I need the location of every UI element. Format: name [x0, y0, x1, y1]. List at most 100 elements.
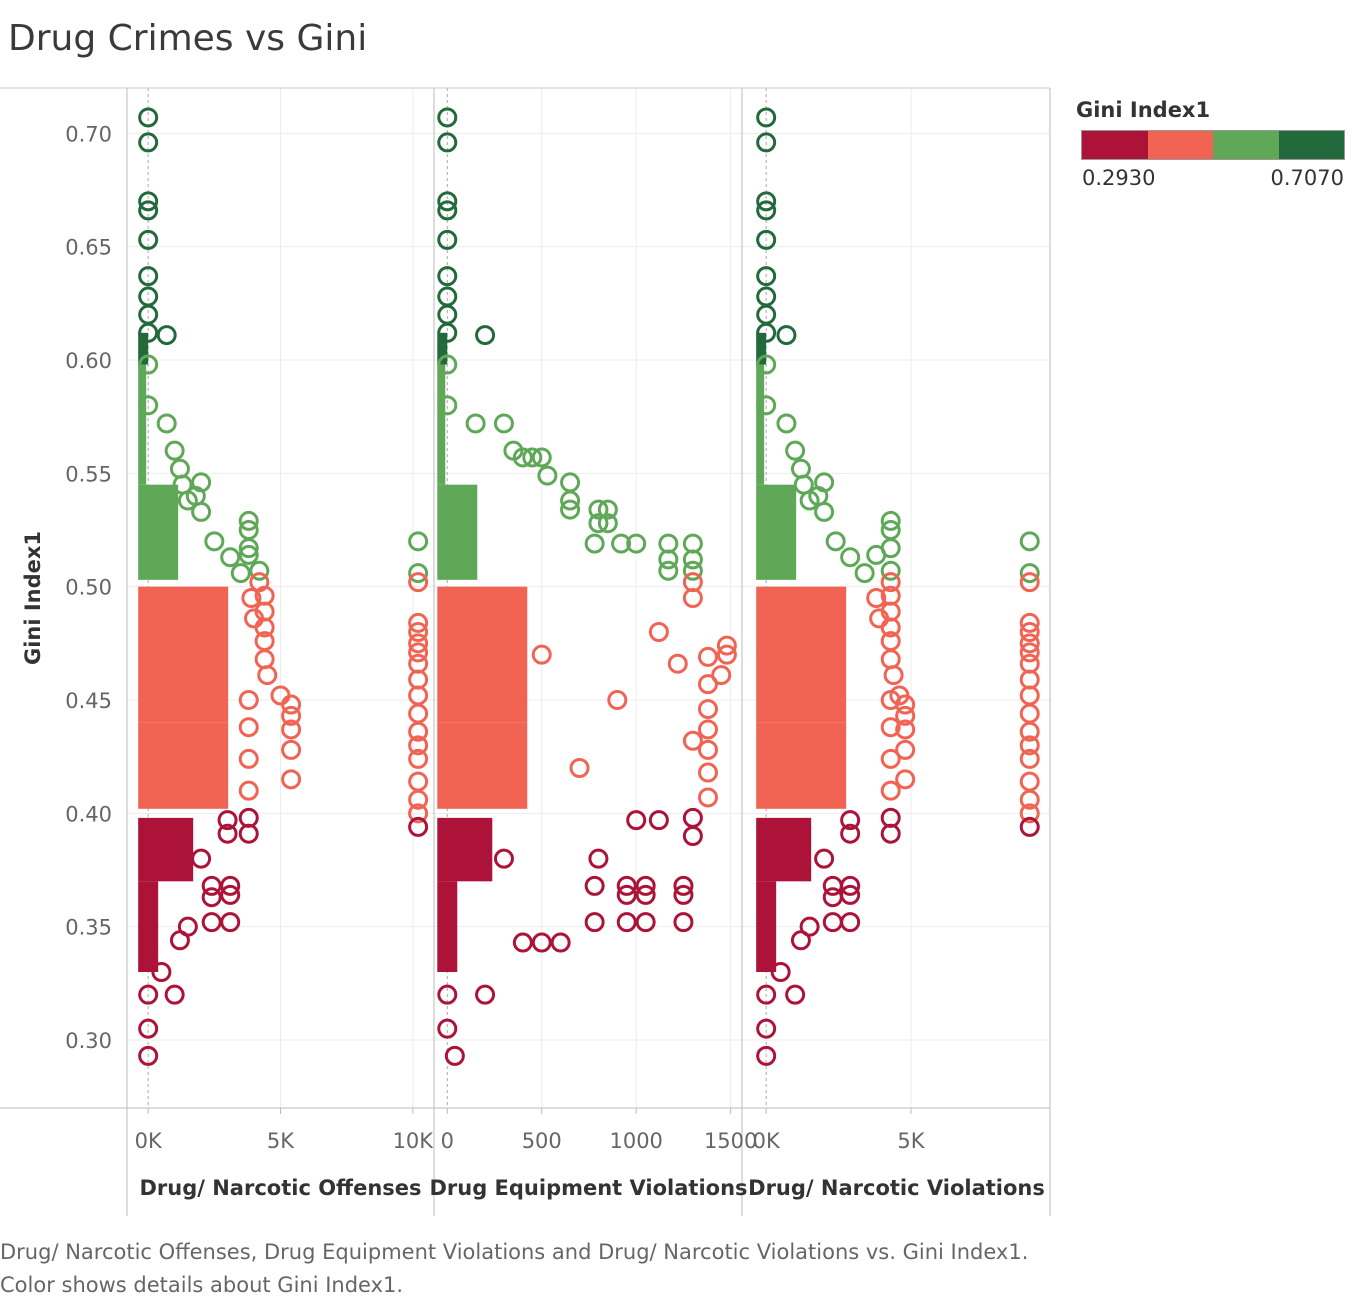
data-point[interactable]	[408, 563, 429, 584]
data-point[interactable]	[869, 608, 890, 629]
data-point[interactable]	[1019, 803, 1040, 824]
data-point[interactable]	[895, 719, 916, 740]
data-point[interactable]	[437, 322, 458, 343]
data-point[interactable]	[238, 510, 259, 531]
data-point[interactable]	[201, 875, 222, 896]
data-point[interactable]	[220, 875, 241, 896]
data-point[interactable]	[716, 635, 737, 656]
data-point[interactable]	[716, 644, 737, 665]
data-point[interactable]	[138, 984, 159, 1005]
data-point[interactable]	[281, 719, 302, 740]
data-point[interactable]	[238, 538, 259, 559]
data-point[interactable]	[437, 395, 458, 416]
data-point[interactable]	[1019, 531, 1040, 552]
data-point[interactable]	[756, 1018, 777, 1039]
data-point[interactable]	[408, 721, 429, 742]
data-point[interactable]	[682, 588, 703, 608]
data-point[interactable]	[531, 447, 552, 468]
data-point[interactable]	[138, 1018, 159, 1039]
data-point[interactable]	[537, 465, 558, 486]
data-point[interactable]	[658, 560, 679, 581]
data-point[interactable]	[866, 588, 887, 608]
data-point[interactable]	[1019, 735, 1040, 756]
data-point[interactable]	[840, 547, 861, 568]
data-point[interactable]	[756, 1045, 777, 1066]
data-point[interactable]	[281, 694, 302, 715]
data-point[interactable]	[790, 458, 811, 479]
data-point[interactable]	[880, 717, 901, 738]
data-point[interactable]	[550, 932, 571, 953]
data-point[interactable]	[673, 875, 694, 896]
data-point[interactable]	[1019, 789, 1040, 810]
data-point[interactable]	[244, 608, 265, 629]
data-point[interactable]	[437, 354, 458, 375]
data-point[interactable]	[475, 984, 496, 1005]
data-point[interactable]	[1019, 748, 1040, 769]
data-point[interactable]	[437, 266, 458, 287]
data-point[interactable]	[512, 932, 533, 953]
data-point[interactable]	[238, 544, 259, 565]
data-point[interactable]	[635, 875, 656, 896]
data-point[interactable]	[1019, 612, 1040, 633]
data-point[interactable]	[475, 325, 496, 346]
data-point[interactable]	[880, 649, 901, 670]
data-point[interactable]	[408, 789, 429, 810]
data-point[interactable]	[880, 510, 901, 531]
data-point[interactable]	[756, 229, 777, 250]
data-point[interactable]	[756, 266, 777, 287]
data-point[interactable]	[635, 884, 656, 905]
data-point[interactable]	[408, 703, 429, 724]
data-point[interactable]	[785, 984, 806, 1005]
data-point[interactable]	[177, 916, 198, 937]
data-point[interactable]	[164, 984, 185, 1005]
data-point[interactable]	[635, 912, 656, 933]
data-point[interactable]	[138, 107, 159, 128]
data-point[interactable]	[616, 875, 637, 896]
data-point[interactable]	[895, 705, 916, 726]
data-point[interactable]	[822, 912, 843, 933]
data-point[interactable]	[151, 962, 172, 982]
data-point[interactable]	[169, 458, 190, 479]
data-point[interactable]	[191, 848, 212, 869]
data-point[interactable]	[238, 780, 259, 801]
data-point[interactable]	[776, 413, 797, 434]
data-point[interactable]	[825, 531, 846, 552]
data-point[interactable]	[408, 803, 429, 824]
data-point[interactable]	[201, 887, 222, 908]
data-point[interactable]	[560, 472, 581, 493]
data-point[interactable]	[257, 665, 278, 686]
data-point[interactable]	[437, 286, 458, 307]
data-point[interactable]	[281, 739, 302, 760]
data-point[interactable]	[854, 563, 875, 584]
data-point[interactable]	[814, 501, 835, 522]
data-point[interactable]	[790, 930, 811, 951]
data-point[interactable]	[584, 912, 605, 933]
data-point[interactable]	[756, 132, 777, 153]
data-point[interactable]	[191, 758, 212, 778]
data-point[interactable]	[756, 304, 777, 325]
data-point[interactable]	[437, 229, 458, 250]
data-point[interactable]	[611, 533, 632, 554]
data-point[interactable]	[249, 560, 270, 581]
data-point[interactable]	[408, 816, 429, 837]
data-point[interactable]	[756, 322, 777, 343]
data-point[interactable]	[408, 735, 429, 756]
data-point[interactable]	[756, 107, 777, 128]
data-point[interactable]	[697, 787, 718, 808]
data-point[interactable]	[756, 984, 777, 1005]
data-point[interactable]	[138, 395, 159, 416]
data-point[interactable]	[138, 354, 159, 375]
data-point[interactable]	[560, 490, 581, 511]
data-point[interactable]	[281, 705, 302, 726]
data-point[interactable]	[697, 762, 718, 783]
data-point[interactable]	[437, 107, 458, 128]
data-point[interactable]	[437, 200, 458, 221]
data-point[interactable]	[1019, 642, 1040, 663]
data-point[interactable]	[408, 633, 429, 654]
data-point[interactable]	[138, 304, 159, 325]
data-point[interactable]	[465, 413, 486, 434]
data-point[interactable]	[588, 848, 609, 869]
data-point[interactable]	[814, 758, 835, 778]
data-point[interactable]	[697, 674, 718, 695]
data-point[interactable]	[241, 588, 262, 608]
